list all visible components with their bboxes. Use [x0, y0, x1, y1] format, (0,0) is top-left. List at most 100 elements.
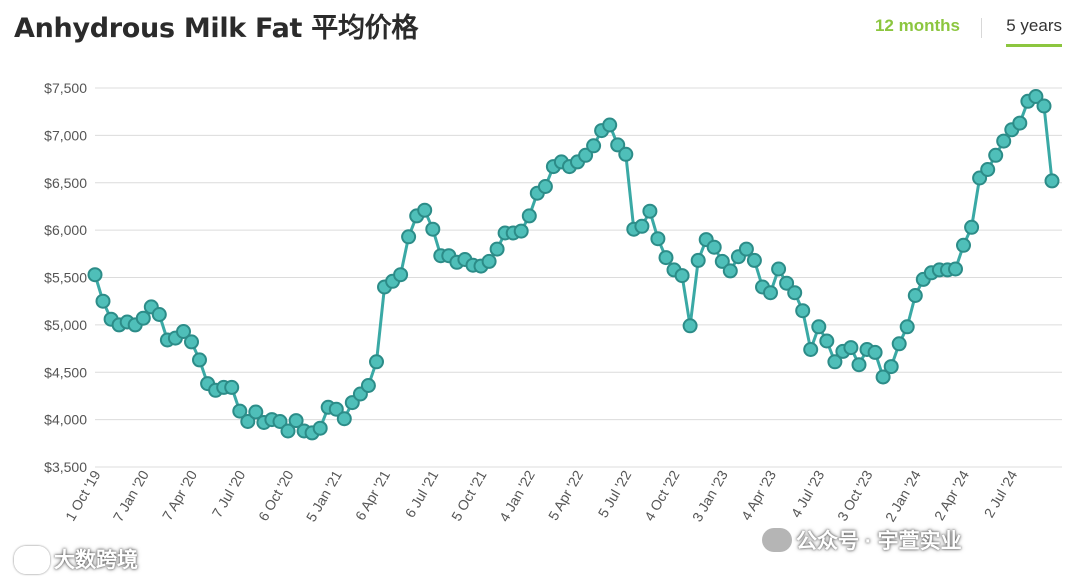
data-point[interactable] [602, 117, 618, 133]
data-point[interactable] [288, 413, 304, 429]
x-tick-label: 7 Jul '20 [209, 467, 249, 520]
data-point[interactable] [843, 340, 859, 356]
data-point[interactable] [135, 310, 151, 326]
data-point[interactable] [513, 223, 529, 239]
data-point[interactable] [312, 420, 328, 436]
data-point[interactable] [425, 221, 441, 237]
data-point[interactable] [184, 334, 199, 350]
data-point[interactable] [369, 354, 384, 370]
data-point[interactable] [980, 162, 996, 177]
data-point[interactable] [610, 137, 626, 153]
data-point[interactable] [682, 318, 698, 334]
data-point[interactable] [907, 288, 923, 303]
x-tick-label: 1 Oct '19 [62, 467, 104, 523]
data-point[interactable] [964, 219, 980, 235]
data-point[interactable] [634, 218, 650, 234]
data-point[interactable] [618, 146, 634, 162]
watermark-right: 公众号 · 宇萱实业 [796, 530, 962, 553]
data-point[interactable] [537, 179, 553, 194]
data-point[interactable] [996, 133, 1012, 149]
data-point[interactable] [336, 411, 352, 427]
data-point[interactable] [690, 252, 706, 268]
data-point[interactable] [722, 263, 738, 279]
data-point[interactable] [272, 414, 288, 429]
x-tick-label: 7 Jan '20 [110, 467, 152, 524]
data-point[interactable] [827, 354, 843, 370]
x-tick-label: 5 Oct '21 [448, 467, 490, 523]
tab-12-months[interactable]: 12 months [874, 16, 960, 35]
data-point[interactable] [787, 285, 803, 301]
data-point[interactable] [1036, 98, 1052, 114]
data-point[interactable] [763, 285, 778, 301]
data-point[interactable] [771, 261, 787, 277]
x-tick-label: 4 Apr '23 [738, 467, 779, 523]
data-point[interactable] [232, 403, 248, 419]
data-point[interactable] [819, 333, 835, 349]
x-tick-label: 3 Oct '23 [834, 467, 876, 523]
data-point[interactable] [240, 414, 256, 429]
data-point[interactable] [192, 352, 207, 368]
tab-5-years[interactable]: 5 years [1006, 16, 1062, 47]
data-point[interactable] [746, 252, 762, 268]
data-point[interactable] [867, 344, 883, 360]
data-point[interactable] [706, 239, 722, 255]
y-tick-label: $4,500 [44, 364, 87, 380]
data-point[interactable] [328, 401, 344, 417]
data-point[interactable] [658, 250, 674, 266]
data-point[interactable] [875, 369, 891, 385]
chart-title: Anhydrous Milk Fat 平均价格 [14, 13, 419, 44]
y-tick-label: $6,000 [44, 222, 87, 238]
data-point[interactable] [891, 336, 907, 352]
data-point[interactable] [899, 319, 915, 335]
watermark-left: 大数跨境 [54, 549, 138, 572]
data-point[interactable] [176, 324, 191, 339]
x-tick-label: 2 Jul '24 [981, 467, 1021, 520]
data-point[interactable] [586, 138, 602, 154]
data-point[interactable] [489, 241, 505, 257]
data-point[interactable] [1044, 173, 1060, 189]
data-point[interactable] [811, 319, 827, 335]
data-point[interactable] [956, 237, 971, 253]
x-tick-label: 6 Oct '20 [255, 467, 297, 523]
price-series-points [87, 89, 1060, 441]
x-axis-tick-labels: 1 Oct '19 7 Jan '20 7 Apr '20 7 Jul '20 6 Oc… [62, 467, 1021, 524]
data-point[interactable] [738, 241, 754, 257]
x-tick-label: 6 Jul '21 [402, 467, 442, 520]
data-point[interactable] [95, 293, 111, 309]
data-point[interactable] [151, 307, 167, 322]
data-point[interactable] [248, 404, 264, 420]
data-point[interactable] [401, 229, 417, 245]
data-point[interactable] [851, 357, 867, 373]
x-tick-label: 4 Jul '23 [788, 467, 828, 520]
data-point[interactable] [650, 231, 666, 247]
data-point[interactable] [578, 147, 594, 163]
data-point[interactable] [481, 253, 497, 269]
data-point[interactable] [674, 268, 690, 284]
data-point[interactable] [280, 423, 296, 439]
x-tick-label: 5 Jul '22 [595, 467, 635, 520]
data-point[interactable] [948, 261, 963, 277]
data-point[interactable] [795, 303, 811, 319]
data-point[interactable] [988, 147, 1004, 163]
data-point[interactable] [521, 208, 537, 224]
x-tick-label: 3 Jan '23 [689, 467, 731, 524]
chart-gridlines [95, 87, 1062, 468]
data-point[interactable] [1012, 115, 1028, 131]
data-point[interactable] [714, 253, 730, 269]
data-point[interactable] [642, 203, 658, 219]
data-point[interactable] [360, 378, 376, 393]
data-point[interactable] [1028, 89, 1044, 104]
data-point[interactable] [779, 275, 795, 291]
x-tick-label: 4 Oct '22 [641, 467, 683, 523]
data-point[interactable] [803, 342, 819, 357]
y-axis-tick-labels: $3,500 $4,000 $4,500 $5,000 $5,500 $6,000 $6,5… [44, 80, 87, 475]
data-point[interactable] [393, 267, 409, 283]
wechat-icon [762, 528, 792, 552]
data-point[interactable] [883, 359, 899, 375]
x-tick-label: 7 Apr '20 [159, 467, 200, 523]
data-point[interactable] [224, 379, 240, 395]
data-point[interactable] [417, 202, 433, 218]
data-point[interactable] [87, 267, 103, 283]
y-tick-label: $6,500 [44, 175, 87, 191]
x-tick-label: 4 Jan '22 [496, 467, 538, 524]
